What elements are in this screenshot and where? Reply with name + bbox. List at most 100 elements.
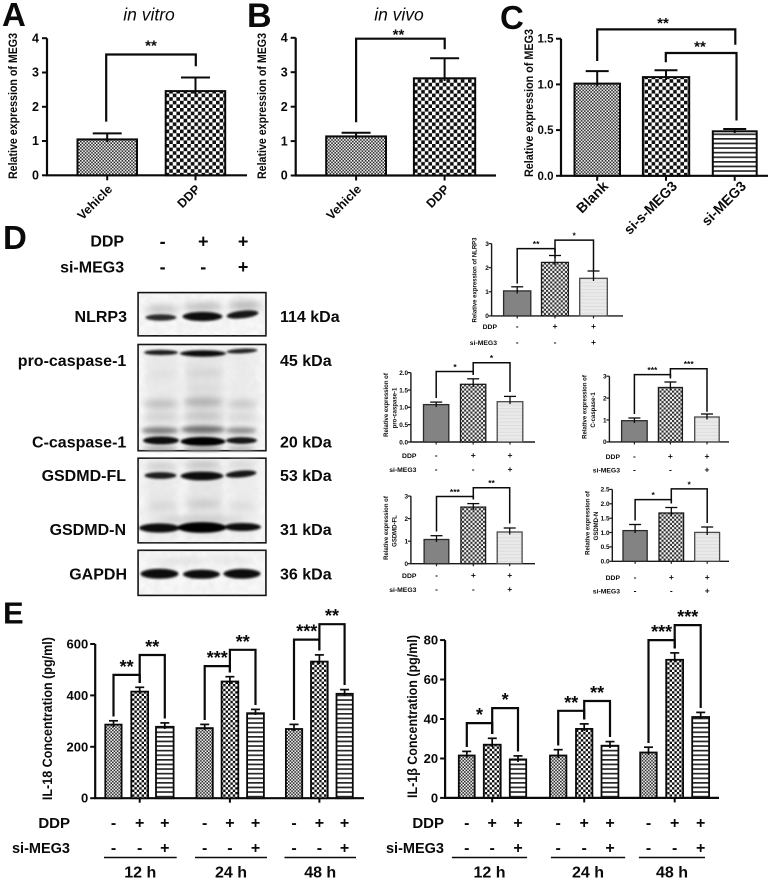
svg-text:-: - bbox=[435, 584, 438, 594]
svg-text:+: + bbox=[198, 232, 209, 252]
svg-text:in vitro: in vitro bbox=[123, 5, 175, 25]
svg-text:si-MEG3: si-MEG3 bbox=[12, 841, 70, 857]
svg-text:+: + bbox=[488, 815, 497, 832]
svg-text:***: *** bbox=[651, 622, 672, 642]
svg-text:+: + bbox=[471, 570, 476, 580]
svg-text:+: + bbox=[705, 572, 710, 582]
svg-text:B: B bbox=[247, 0, 272, 35]
svg-text:0.5: 0.5 bbox=[399, 422, 408, 429]
svg-text:-: - bbox=[556, 815, 561, 832]
svg-text:IL-1β Concentration (pg/ml): IL-1β Concentration (pg/ml) bbox=[405, 635, 420, 798]
svg-text:**: ** bbox=[533, 239, 540, 249]
svg-text:3: 3 bbox=[281, 65, 288, 79]
svg-text:-: - bbox=[516, 337, 519, 347]
svg-text:24 h: 24 h bbox=[215, 865, 247, 882]
svg-text:-: - bbox=[200, 257, 206, 277]
svg-text:**: ** bbox=[145, 38, 157, 55]
svg-text:+: + bbox=[705, 586, 710, 596]
svg-text:3: 3 bbox=[32, 66, 39, 80]
svg-text:-: - bbox=[291, 840, 296, 857]
svg-text:***: *** bbox=[207, 648, 228, 668]
svg-text:12 h: 12 h bbox=[473, 865, 505, 882]
svg-text:-: - bbox=[646, 840, 651, 857]
svg-text:+: + bbox=[507, 570, 512, 580]
svg-text:2.5: 2.5 bbox=[601, 487, 610, 494]
svg-text:C-caspase-1: C-caspase-1 bbox=[591, 392, 597, 428]
svg-text:-: - bbox=[111, 815, 116, 832]
svg-text:0: 0 bbox=[603, 439, 607, 446]
svg-text:si-MEG3: si-MEG3 bbox=[60, 259, 124, 276]
svg-text:***: *** bbox=[450, 487, 461, 497]
svg-text:0: 0 bbox=[431, 790, 438, 805]
svg-text:+: + bbox=[605, 815, 614, 832]
svg-text:4: 4 bbox=[32, 31, 39, 45]
svg-text:C-caspase-1: C-caspase-1 bbox=[32, 435, 126, 452]
svg-text:DDP: DDP bbox=[38, 815, 70, 832]
svg-text:0: 0 bbox=[32, 169, 39, 183]
svg-text:-: - bbox=[435, 450, 438, 460]
svg-text:-: - bbox=[435, 570, 438, 580]
svg-text:114 kDa: 114 kDa bbox=[280, 309, 340, 326]
svg-text:60: 60 bbox=[424, 672, 438, 687]
svg-text:-: - bbox=[582, 840, 587, 857]
svg-text:**: ** bbox=[694, 39, 706, 56]
svg-text:+: + bbox=[513, 815, 522, 832]
svg-text:1.0: 1.0 bbox=[601, 530, 610, 537]
svg-text:GAPDH: GAPDH bbox=[69, 567, 127, 584]
svg-text:+: + bbox=[340, 815, 349, 832]
svg-text:+: + bbox=[553, 321, 558, 331]
svg-text:C: C bbox=[500, 0, 524, 36]
svg-text:DDP: DDP bbox=[606, 454, 621, 461]
svg-text:+: + bbox=[225, 815, 234, 832]
svg-text:*: * bbox=[573, 231, 577, 241]
svg-text:-: - bbox=[160, 232, 166, 252]
svg-text:+: + bbox=[508, 450, 513, 460]
svg-text:**: ** bbox=[488, 478, 495, 488]
svg-text:2.0: 2.0 bbox=[399, 370, 408, 377]
svg-text:DDP: DDP bbox=[412, 815, 444, 832]
svg-text:48 h: 48 h bbox=[656, 865, 688, 882]
svg-text:1.5: 1.5 bbox=[538, 34, 555, 46]
svg-text:*: * bbox=[490, 353, 494, 363]
svg-text:0.0: 0.0 bbox=[601, 559, 610, 566]
svg-text:DDP: DDP bbox=[483, 324, 498, 331]
svg-text:NLRP3: NLRP3 bbox=[75, 309, 128, 326]
svg-text:+: + bbox=[605, 840, 614, 857]
svg-text:40: 40 bbox=[424, 712, 438, 727]
svg-text:+: + bbox=[591, 337, 596, 347]
svg-text:0: 0 bbox=[485, 313, 489, 320]
svg-text:***: *** bbox=[296, 622, 317, 642]
svg-text:+: + bbox=[471, 450, 476, 460]
svg-text:1: 1 bbox=[485, 289, 489, 296]
svg-text:-: - bbox=[472, 464, 475, 474]
svg-text:GSDMD-FL: GSDMD-FL bbox=[42, 468, 127, 485]
svg-text:45 kDa: 45 kDa bbox=[280, 353, 332, 370]
svg-text:-: - bbox=[464, 840, 469, 857]
svg-text:DDP: DDP bbox=[402, 453, 417, 460]
svg-text:3: 3 bbox=[603, 374, 607, 381]
svg-text:si-MEG3: si-MEG3 bbox=[470, 340, 497, 347]
svg-text:1: 1 bbox=[603, 417, 607, 424]
svg-text:+: + bbox=[251, 840, 260, 857]
svg-text:-: - bbox=[490, 840, 495, 857]
svg-text:53 kDa: 53 kDa bbox=[280, 468, 332, 485]
svg-text:+: + bbox=[696, 815, 705, 832]
svg-text:31 kDa: 31 kDa bbox=[280, 522, 332, 539]
svg-text:-: - bbox=[516, 321, 519, 331]
svg-text:***: *** bbox=[647, 365, 658, 375]
svg-text:in vivo: in vivo bbox=[374, 5, 424, 25]
svg-text:-: - bbox=[556, 840, 561, 857]
svg-text:-: - bbox=[202, 815, 207, 832]
svg-text:+: + bbox=[705, 451, 710, 461]
svg-text:0.0: 0.0 bbox=[399, 439, 408, 446]
svg-text:0: 0 bbox=[281, 169, 288, 183]
svg-text:200: 200 bbox=[66, 739, 88, 754]
svg-text:E: E bbox=[3, 596, 24, 631]
svg-text:0.5: 0.5 bbox=[601, 544, 610, 551]
svg-text:-: - bbox=[634, 572, 637, 582]
svg-text:si-MEG3: si-MEG3 bbox=[389, 587, 416, 594]
svg-text:3: 3 bbox=[485, 241, 489, 248]
svg-text:0.0: 0.0 bbox=[538, 171, 554, 183]
svg-text:+: + bbox=[160, 815, 169, 832]
svg-text:*: * bbox=[476, 705, 483, 725]
